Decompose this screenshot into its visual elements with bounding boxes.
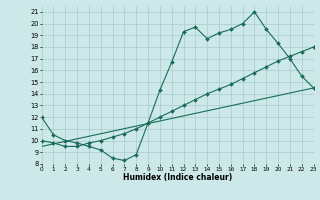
X-axis label: Humidex (Indice chaleur): Humidex (Indice chaleur) [123,173,232,182]
